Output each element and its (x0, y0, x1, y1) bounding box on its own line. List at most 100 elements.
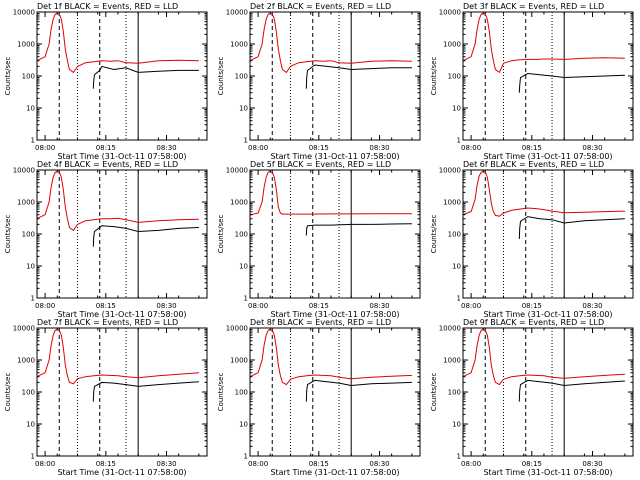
series-lld (37, 328, 199, 385)
x-tick-label: 08:15 (309, 460, 329, 468)
y-tick-label: 10000 (226, 325, 248, 333)
y-axis-label: Counts/sec (4, 215, 12, 254)
x-tick-label: 08:00 (35, 460, 55, 468)
axes-frame (249, 327, 421, 457)
x-tick-label: 08:15 (522, 460, 542, 468)
y-tick-label: 100 (235, 389, 248, 397)
plot-area (250, 170, 412, 298)
y-tick-label: 1000 (17, 199, 35, 207)
panel-9: Det 9f BLACK = Events, RED = LLD Counts/s… (430, 318, 634, 477)
panel-3: Det 3f BLACK = Events, RED = LLD Counts/s… (430, 2, 634, 161)
y-tick-label: 10000 (226, 167, 248, 175)
y-axis-label: Counts/sec (4, 57, 12, 96)
axes-frame (249, 11, 421, 141)
series-lld (37, 170, 199, 232)
x-axis-label: Start Time (31-Oct-11 07:58:00) (57, 152, 186, 161)
plot-area (463, 170, 625, 298)
plot-area (250, 12, 412, 140)
y-tick-label: 10000 (439, 167, 461, 175)
y-tick-label: 100 (448, 73, 461, 81)
x-tick-label: 08:30 (582, 460, 602, 468)
x-axis-label: Start Time (31-Oct-11 07:58:00) (57, 310, 186, 319)
y-tick-label: 1 (244, 295, 248, 303)
x-tick-label: 08:00 (248, 302, 268, 310)
x-tick-label: 08:00 (35, 144, 55, 152)
panel-4: Det 4f BLACK = Events, RED = LLD Counts/s… (4, 160, 208, 319)
series-lld (250, 170, 412, 216)
x-axis-label: Start Time (31-Oct-11 07:58:00) (483, 152, 612, 161)
y-tick-label: 100 (448, 389, 461, 397)
y-tick-label: 100 (22, 73, 35, 81)
x-tick-label: 08:30 (369, 302, 389, 310)
x-tick-label: 08:00 (461, 144, 481, 152)
x-tick-label: 08:30 (582, 302, 602, 310)
y-tick-label: 1 (244, 453, 248, 461)
y-tick-label: 10 (26, 263, 35, 271)
y-tick-label: 1 (457, 453, 461, 461)
y-tick-label: 10 (452, 421, 461, 429)
panel-title: Det 7f BLACK = Events, RED = LLD (37, 318, 178, 327)
y-tick-label: 1000 (230, 41, 248, 49)
series-events (305, 64, 412, 89)
x-tick-label: 08:00 (248, 144, 268, 152)
y-tick-label: 1000 (443, 357, 461, 365)
panel-1: Det 1f BLACK = Events, RED = LLD Counts/s… (4, 2, 208, 161)
x-tick-label: 08:30 (582, 144, 602, 152)
axes-frame (36, 169, 208, 299)
y-axis-label: Counts/sec (217, 373, 225, 412)
y-tick-label: 10 (239, 105, 248, 113)
x-tick-label: 08:00 (248, 460, 268, 468)
x-tick-label: 08:30 (156, 144, 176, 152)
series-lld (463, 328, 625, 386)
x-tick-label: 08:30 (369, 144, 389, 152)
plot-area (37, 170, 199, 298)
y-tick-label: 1000 (17, 357, 35, 365)
series-events (518, 379, 625, 402)
y-tick-label: 1000 (443, 41, 461, 49)
series-events (92, 225, 199, 247)
axes-frame (36, 327, 208, 457)
plot-area (463, 12, 625, 140)
series-events (305, 379, 412, 402)
x-axis-label: Start Time (31-Oct-11 07:58:00) (270, 468, 399, 477)
series-lld (463, 12, 625, 74)
y-tick-label: 1000 (17, 41, 35, 49)
panel-title: Det 9f BLACK = Events, RED = LLD (463, 318, 604, 327)
x-tick-label: 08:00 (35, 302, 55, 310)
y-tick-label: 10000 (13, 9, 35, 17)
x-tick-label: 08:15 (96, 144, 116, 152)
panel-title: Det 5f BLACK = Events, RED = LLD (250, 160, 391, 169)
axes-frame (462, 169, 634, 299)
x-tick-label: 08:15 (96, 460, 116, 468)
series-events (518, 72, 625, 93)
y-tick-label: 10000 (226, 9, 248, 17)
axes-frame (249, 169, 421, 299)
panel-title: Det 8f BLACK = Events, RED = LLD (250, 318, 391, 327)
series-lld (250, 328, 412, 386)
plot-area (250, 328, 412, 456)
y-tick-label: 100 (235, 231, 248, 239)
x-tick-label: 08:30 (156, 460, 176, 468)
y-axis-label: Counts/sec (4, 373, 12, 412)
series-lld (37, 12, 199, 74)
y-tick-label: 100 (22, 231, 35, 239)
series-events (305, 223, 412, 236)
y-tick-label: 1 (31, 453, 35, 461)
panel-title: Det 6f BLACK = Events, RED = LLD (463, 160, 604, 169)
x-tick-label: 08:15 (309, 302, 329, 310)
y-tick-label: 10000 (13, 325, 35, 333)
series-lld (250, 12, 412, 74)
plot-area (37, 328, 199, 456)
y-tick-label: 1 (457, 295, 461, 303)
y-tick-label: 10 (239, 263, 248, 271)
y-tick-label: 1000 (230, 199, 248, 207)
y-tick-label: 100 (22, 389, 35, 397)
x-tick-label: 08:00 (461, 302, 481, 310)
panel-8: Det 8f BLACK = Events, RED = LLD Counts/s… (217, 318, 421, 477)
y-tick-label: 10000 (439, 325, 461, 333)
panel-title: Det 3f BLACK = Events, RED = LLD (463, 2, 604, 11)
x-tick-label: 08:30 (156, 302, 176, 310)
axes-frame (462, 327, 634, 457)
x-tick-label: 08:15 (522, 302, 542, 310)
y-axis-label: Counts/sec (430, 57, 438, 96)
